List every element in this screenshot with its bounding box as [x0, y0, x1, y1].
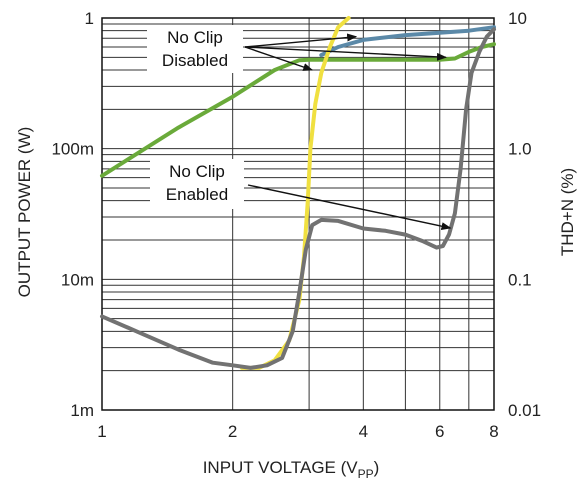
annotation-arrow	[244, 46, 314, 71]
annotation-text: Enabled	[166, 185, 228, 204]
y-axis-left-label: OUTPUT POWER (W)	[15, 127, 34, 298]
annotation-arrow	[244, 33, 358, 48]
ticks-layer: 1 2 4 6 8 1 100m 10m 1m 10 1.0 0.1 0.01	[51, 9, 541, 441]
plot-frame	[101, 17, 495, 411]
annotation-text: No Clip	[167, 28, 223, 47]
y-right-tick-label: 1.0	[508, 140, 532, 159]
x-axis-label: INPUT VOLTAGE (VPP)	[203, 458, 380, 479]
y-left-tick-label: 1m	[70, 401, 94, 420]
x-tick-label: 2	[228, 422, 237, 441]
y-left-tick-label: 10m	[61, 270, 94, 289]
series-line	[100, 27, 496, 370]
y-axis-right-label: THD+N (%)	[558, 168, 577, 256]
x-tick-label: 1	[97, 422, 106, 441]
series-line	[100, 42, 496, 178]
y-right-tick-label: 10	[508, 9, 527, 28]
series-layer	[100, 16, 496, 370]
x-tick-label: 8	[489, 422, 498, 441]
annotation-box	[150, 159, 244, 209]
x-axis-label-text: INPUT VOLTAGE	[203, 458, 336, 477]
y-right-tick-label: 0.1	[508, 270, 532, 289]
x-axis-label-close: )	[374, 458, 380, 477]
annotation-layer: No Clip Disabled No Clip Enabled	[147, 25, 452, 231]
y-right-tick-label: 0.01	[508, 401, 541, 420]
y-left-tick-label: 100m	[51, 140, 94, 159]
annotation-arrow	[244, 46, 447, 61]
annotation-text: Disabled	[162, 51, 228, 70]
x-tick-label: 4	[359, 422, 368, 441]
annotation-text: No Clip	[169, 162, 225, 181]
series-line	[319, 25, 496, 58]
grid	[102, 18, 494, 410]
annotation-arrow	[247, 184, 452, 231]
x-tick-label: 6	[435, 422, 444, 441]
x-axis-label-open: (V	[336, 458, 358, 477]
y-left-tick-label: 1	[85, 9, 94, 28]
x-axis-label-subscript: PP	[358, 467, 374, 479]
annotation-box	[147, 25, 243, 73]
